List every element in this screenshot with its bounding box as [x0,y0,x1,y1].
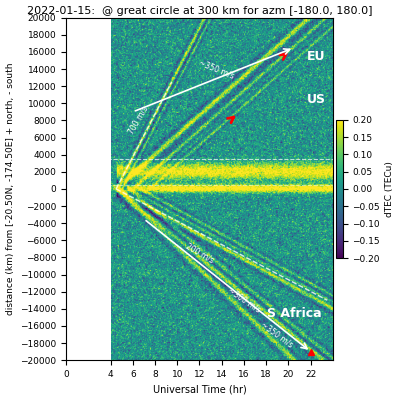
Text: ~350 m/s: ~350 m/s [260,320,295,349]
Y-axis label: distance (km) from [-20.50N, -174.50E] + north, - south: distance (km) from [-20.50N, -174.50E] +… [6,63,14,315]
Text: EU: EU [307,50,326,63]
Text: 700 m/s: 700 m/s [127,105,150,136]
X-axis label: Universal Time (hr): Universal Time (hr) [152,384,246,394]
Text: ~300 m/s: ~300 m/s [226,286,262,314]
Text: US: US [307,92,326,106]
Text: 200 m/s: 200 m/s [184,242,215,265]
Text: ~350 m/s: ~350 m/s [197,58,235,80]
Y-axis label: dTEC (TECu): dTEC (TECu) [386,161,394,217]
Text: S Africa: S Africa [267,306,321,320]
Title: 2022-01-15:  @ great circle at 300 km for azm [-180.0, 180.0]: 2022-01-15: @ great circle at 300 km for… [27,6,372,16]
